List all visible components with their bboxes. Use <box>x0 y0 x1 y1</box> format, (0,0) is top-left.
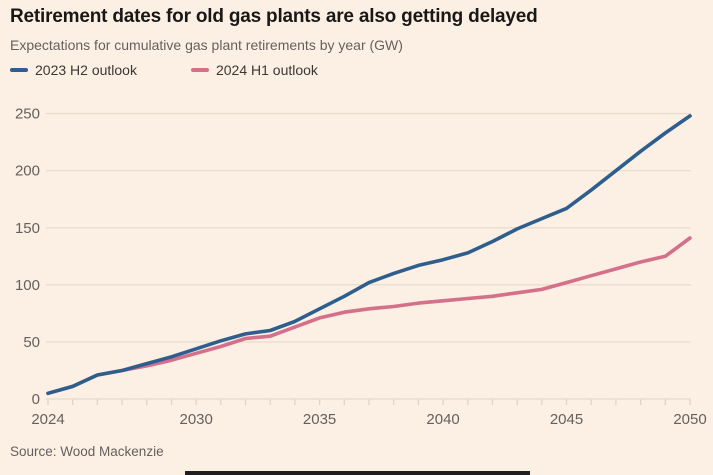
y-tick-label: 100 <box>15 277 40 294</box>
x-axis-labels: 2024 2030 2035 2040 2045 2050 <box>31 411 706 428</box>
series-line-2023-h2-outlook <box>46 114 692 396</box>
y-tick-label: 250 <box>15 106 40 123</box>
legend-swatch-pink <box>190 67 209 73</box>
source-note: Source: Wood Mackenzie <box>10 444 164 459</box>
y-axis-labels: 0 50 100 150 200 250 <box>15 106 40 408</box>
bottom-bar <box>185 471 530 475</box>
x-tick-label: 2040 <box>426 411 459 428</box>
y-tick-label: 50 <box>23 334 40 351</box>
y-tick-label: 150 <box>15 220 40 237</box>
x-tick-label: 2035 <box>303 411 336 428</box>
legend-label: 2024 H1 outlook <box>215 62 318 78</box>
legend: 2023 H2 outlook 2024 H1 outlook <box>10 62 318 78</box>
series-line-2024-h1-outlook <box>46 236 692 396</box>
x-tick-label: 2030 <box>180 411 213 428</box>
x-tick-label: 2045 <box>550 411 583 428</box>
y-tick-label: 0 <box>32 391 40 408</box>
legend-swatch-blue <box>10 67 28 73</box>
page-title: Retirement dates for old gas plants are … <box>10 6 538 27</box>
legend-label: 2023 H2 outlook <box>35 62 137 78</box>
legend-item-2023-h2: 2023 H2 outlook <box>10 62 137 78</box>
x-tick-label: 2050 <box>673 411 706 428</box>
x-tick-label: 2024 <box>31 411 64 428</box>
legend-item-2024-h1: 2024 H1 outlook <box>190 62 318 78</box>
gridlines <box>46 112 691 400</box>
y-tick-label: 200 <box>15 163 40 180</box>
page-subtitle: Expectations for cumulative gas plant re… <box>10 37 403 53</box>
x-axis-ticks <box>47 399 691 405</box>
